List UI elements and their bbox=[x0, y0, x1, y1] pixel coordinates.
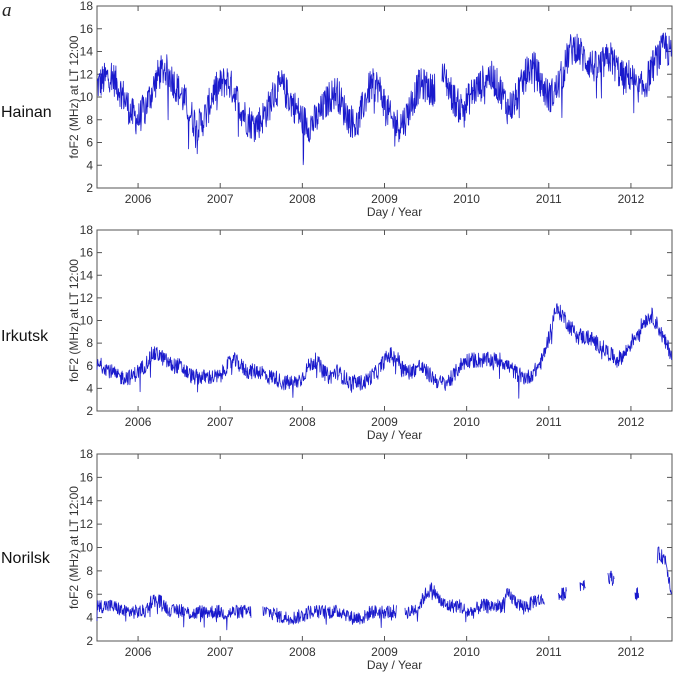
y-tick-label: 4 bbox=[86, 381, 93, 395]
y-tick-label: 14 bbox=[80, 494, 94, 508]
y-tick-label: 10 bbox=[80, 541, 94, 555]
x-tick-label: 2008 bbox=[289, 645, 316, 659]
y-tick-label: 14 bbox=[80, 268, 94, 282]
y-tick-label: 6 bbox=[86, 136, 93, 150]
y-tick-label: 8 bbox=[86, 564, 93, 578]
y-tick-label: 10 bbox=[80, 314, 94, 328]
panel-letter: a bbox=[2, 0, 12, 21]
plot-frame bbox=[96, 229, 673, 412]
y-tick-label: 8 bbox=[86, 113, 93, 127]
x-tick-label: 2007 bbox=[207, 415, 234, 429]
x-tick-label: 2006 bbox=[125, 645, 152, 659]
series-line-foF2 bbox=[96, 303, 672, 399]
y-axis-label: foF2 (MHz) at LT 12:00 bbox=[67, 486, 81, 609]
y-tick-label: 14 bbox=[80, 45, 94, 59]
y-axis-label: foF2 (MHz) at LT 12:00 bbox=[67, 35, 81, 158]
x-tick-label: 2009 bbox=[371, 192, 398, 206]
station-label-norilsk: Norilsk bbox=[1, 550, 50, 567]
series-line-foF2 bbox=[96, 32, 672, 166]
y-tick-label: 16 bbox=[80, 246, 94, 260]
x-tick-label: 2008 bbox=[289, 415, 316, 429]
x-tick-label: 2011 bbox=[536, 192, 562, 206]
y-tick-label: 16 bbox=[80, 22, 94, 36]
x-axis-label: Day / Year bbox=[367, 205, 422, 219]
x-tick-label: 2010 bbox=[453, 415, 480, 429]
y-tick-label: 2 bbox=[86, 634, 93, 648]
x-tick-label: 2010 bbox=[453, 192, 480, 206]
series-line-foF2 bbox=[96, 546, 672, 631]
x-tick-label: 2012 bbox=[618, 415, 645, 429]
x-tick-label: 2011 bbox=[536, 645, 562, 659]
y-tick-label: 10 bbox=[80, 90, 94, 104]
y-tick-label: 2 bbox=[86, 181, 93, 195]
y-tick-label: 6 bbox=[86, 587, 93, 601]
y-tick-label: 18 bbox=[80, 223, 94, 237]
y-tick-label: 18 bbox=[80, 447, 94, 461]
chart-panel-norilsk: 2 4 6 8 10 12 14 16 18 2006 2007 2008 2009 2010 2011 20… bbox=[67, 447, 673, 672]
x-tick-label: 2011 bbox=[536, 415, 562, 429]
y-tick-label: 2 bbox=[86, 404, 93, 418]
y-tick-label: 8 bbox=[86, 336, 93, 350]
y-tick-label: 4 bbox=[86, 611, 93, 625]
y-tick-label: 18 bbox=[80, 0, 94, 13]
x-axis-label: Day / Year bbox=[367, 658, 422, 672]
y-tick-label: 4 bbox=[86, 158, 93, 172]
y-tick-label: 16 bbox=[80, 470, 94, 484]
x-tick-label: 2008 bbox=[289, 192, 316, 206]
x-tick-label: 2007 bbox=[207, 192, 234, 206]
station-label-hainan: Hainan bbox=[1, 104, 52, 121]
x-axis-label: Day / Year bbox=[367, 428, 422, 442]
y-tick-label: 6 bbox=[86, 359, 93, 373]
x-tick-label: 2009 bbox=[371, 415, 398, 429]
x-tick-label: 2012 bbox=[618, 192, 645, 206]
chart-panel-irkutsk: 2 4 6 8 10 12 14 16 18 2006 2007 2008 2009 2010 2011 20… bbox=[67, 223, 673, 442]
station-label-irkutsk: Irkutsk bbox=[1, 328, 49, 345]
x-tick-label: 2007 bbox=[207, 645, 234, 659]
x-tick-label: 2009 bbox=[371, 645, 398, 659]
x-tick-label: 2006 bbox=[125, 192, 152, 206]
x-tick-label: 2006 bbox=[125, 415, 152, 429]
y-tick-label: 12 bbox=[80, 67, 94, 81]
x-tick-label: 2010 bbox=[453, 645, 480, 659]
chart-panel-hainan: 2 4 6 8 10 12 14 16 18 2006 2007 2008 2009 2010 2011 20… bbox=[67, 0, 673, 219]
y-tick-label: 12 bbox=[80, 291, 94, 305]
y-axis-label: foF2 (MHz) at LT 12:00 bbox=[67, 259, 81, 382]
y-tick-label: 12 bbox=[80, 517, 94, 531]
x-tick-label: 2012 bbox=[618, 645, 645, 659]
